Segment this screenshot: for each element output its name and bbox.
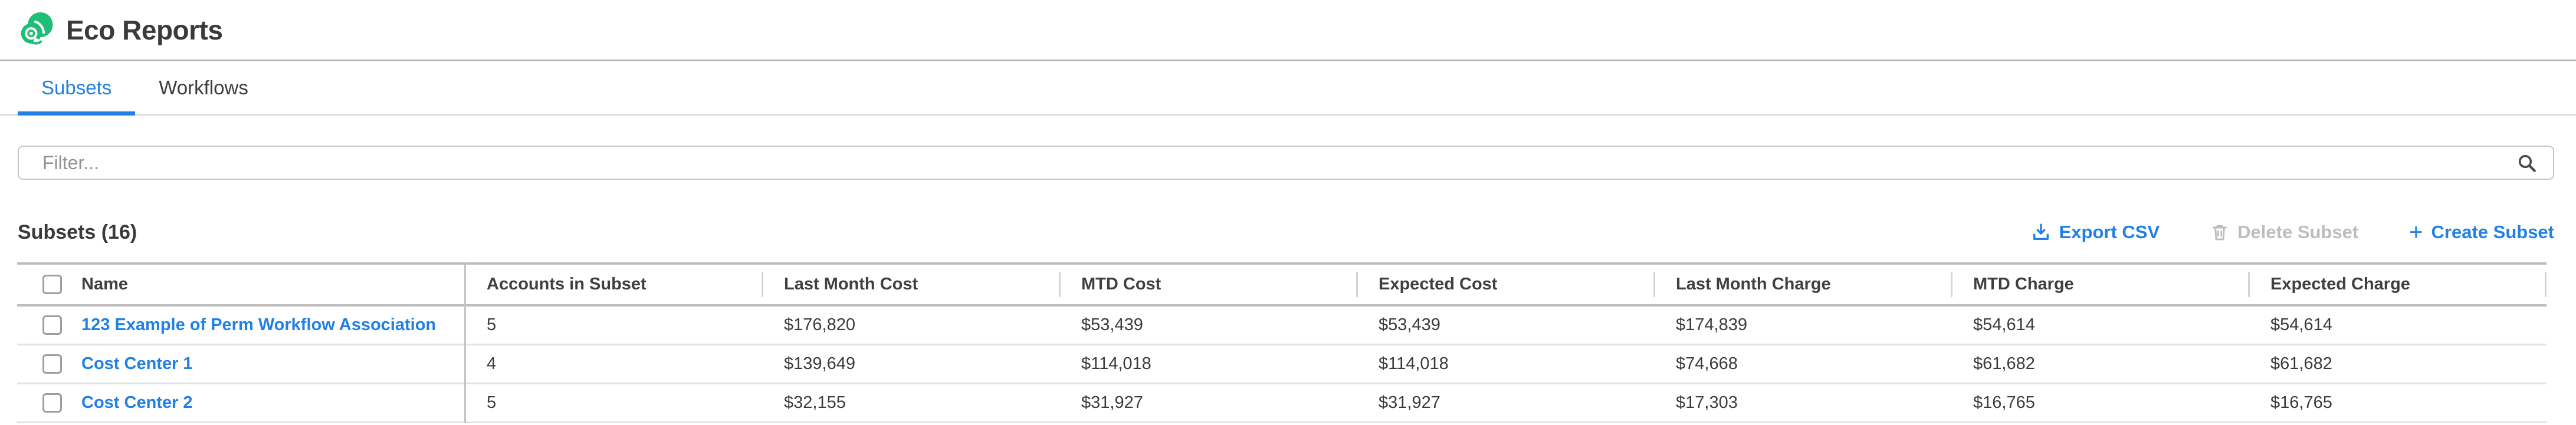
mtd-charge-cell: $54,614 [1973,315,2035,334]
last-month-cost-cell: $139,649 [784,354,855,373]
last-month-charge-cell: $17,303 [1676,393,1738,412]
subsets-count-heading: Subsets (16) [18,220,137,243]
delete-subset-label: Delete Subset [2237,222,2359,242]
column-header-last-month-cost: Last Month Cost [762,275,1059,294]
app-header: Eco Reports [0,0,2576,61]
mtd-cost-cell: $53,439 [1081,315,1143,334]
last-month-charge-cell: $74,668 [1676,354,1738,373]
column-header-name: Name [17,275,464,294]
accounts-cell: 4 [487,354,497,373]
export-csv-button[interactable]: Export CSV [2031,222,2160,243]
delete-subset-button[interactable]: Delete Subset [2210,222,2358,243]
column-header-expected-charge: Expected Charge [2248,275,2545,294]
name-cell: Cost Center 2 [17,393,464,413]
filter-bar [18,146,2554,180]
subsets-table: Name Accounts in Subset Last Month Cost … [17,262,2547,423]
tab-subsets[interactable]: Subsets [18,61,136,116]
eco-logo-icon [18,12,53,47]
trash-icon [2213,225,2227,240]
mtd-cost-cell: $31,927 [1081,393,1143,412]
download-icon [2033,223,2049,240]
create-subset-label: Create Subset [2431,222,2554,242]
subsets-toolbar: Subsets (16) Export CSV Delete Subset + … [18,218,2554,246]
column-header-accounts: Accounts in Subset [464,275,762,294]
expected-charge-cell: $54,614 [2270,315,2332,334]
accounts-cell: 5 [487,315,497,334]
column-header-mtd-charge: MTD Charge [1951,275,2248,294]
plus-icon: + [2409,219,2423,245]
search-icon[interactable] [2516,153,2538,174]
tab-bar: Subsets Workflows [0,61,2576,116]
expected-cost-cell: $53,439 [1379,315,1440,334]
tab-subsets-label: Subsets [41,76,112,98]
table-row: 123 Example of Perm Workflow Association… [17,307,2547,345]
last-month-cost-cell: $32,155 [784,393,846,412]
subset-name-link[interactable]: Cost Center 1 [81,354,193,373]
expected-cost-cell: $31,927 [1379,393,1440,412]
accounts-cell: 5 [487,393,497,412]
expected-charge-cell: $16,765 [2270,393,2332,412]
column-header-last-month-charge: Last Month Charge [1653,275,1951,294]
table-header-row: Name Accounts in Subset Last Month Cost … [17,262,2547,307]
row-checkbox[interactable] [42,315,62,335]
table-row: Cost Center 1 4 $139,649 $114,018 $114,0… [17,345,2547,384]
toolbar-actions: Export CSV Delete Subset + Create Subset [2031,219,2554,245]
select-all-checkbox[interactable] [42,275,62,294]
tab-workflows[interactable]: Workflows [135,61,272,114]
filter-input[interactable] [18,146,2554,180]
name-column-divider [464,262,466,423]
subset-name-link[interactable]: Cost Center 2 [81,393,193,412]
table-row: Cost Center 2 5 $32,155 $31,927 $31,927 … [17,384,2547,423]
name-cell: Cost Center 1 [17,354,464,374]
expected-cost-cell: $114,018 [1379,354,1449,373]
mtd-charge-cell: $16,765 [1973,393,2035,412]
name-cell: 123 Example of Perm Workflow Association [17,315,464,335]
column-header-mtd-cost: MTD Cost [1059,275,1356,294]
mtd-cost-cell: $114,018 [1081,354,1151,373]
mtd-charge-cell: $61,682 [1973,354,2035,373]
last-month-charge-cell: $174,839 [1676,315,1747,334]
tab-workflows-label: Workflows [159,76,248,98]
column-header-expected-cost: Expected Cost [1356,275,1653,294]
export-csv-label: Export CSV [2059,222,2160,242]
row-checkbox[interactable] [42,354,62,374]
last-month-cost-cell: $176,820 [784,315,855,334]
subset-name-link[interactable]: 123 Example of Perm Workflow Association [81,315,437,334]
column-header-name-label: Name [81,275,128,294]
expected-charge-cell: $61,682 [2270,354,2332,373]
row-checkbox[interactable] [42,393,62,413]
page-title: Eco Reports [66,14,223,45]
create-subset-button[interactable]: + Create Subset [2409,219,2554,245]
